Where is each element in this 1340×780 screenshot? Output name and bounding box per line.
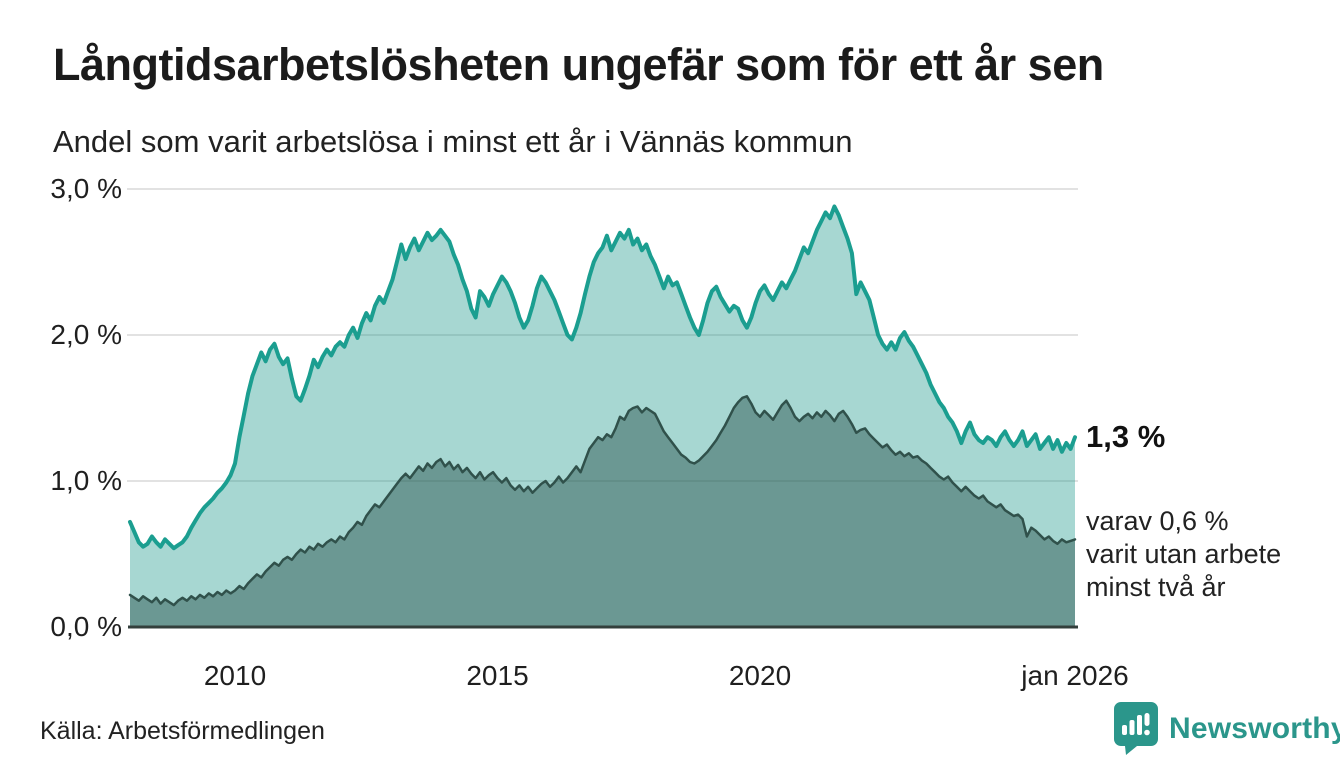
x-tick-label: 2015	[466, 660, 529, 691]
x-tick-label: 2020	[728, 660, 792, 691]
annotation-line: varit utan arbete	[1086, 539, 1282, 569]
series-area-0	[130, 206, 1075, 627]
y-tick-label: 2,0 %	[50, 319, 122, 350]
series-line-0	[128, 204, 1077, 551]
source-caption: Källa: Arbetsförmedlingen	[40, 717, 325, 745]
chart-subtitle: Andel som varit arbetslösa i minst ett å…	[53, 124, 853, 159]
latest-value-label: 1,3 %	[1086, 419, 1166, 455]
y-tick-label: 1,0 %	[50, 465, 122, 496]
x-tick-label: jan 2026	[1021, 660, 1129, 691]
annotation-line: minst två år	[1086, 572, 1226, 602]
x-tick-label: 2010	[203, 660, 267, 691]
series-line-1	[128, 395, 1077, 607]
newsworthy-wordmark: Newsworthy	[1169, 712, 1340, 745]
series-area-1	[130, 396, 1075, 627]
annotation-line: varav 0,6 %	[1086, 506, 1229, 536]
newsworthy-logo-icon	[1114, 702, 1158, 755]
newsworthy-branding: Newsworthy	[1113, 701, 1340, 755]
y-tick-label: 0,0 %	[50, 611, 122, 642]
page-title: Långtidsarbetslösheten ungefär som för e…	[53, 39, 1104, 90]
y-tick-label: 3,0 %	[50, 173, 122, 204]
secondary-value-annotation: varav 0,6 % varit utan arbete minst två år	[1086, 505, 1281, 604]
